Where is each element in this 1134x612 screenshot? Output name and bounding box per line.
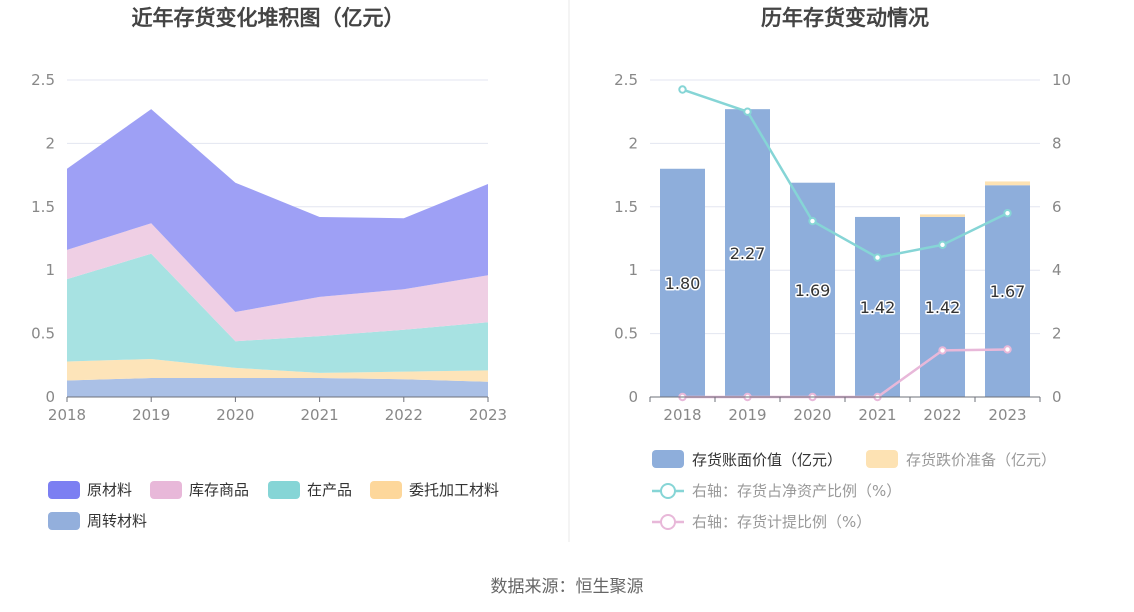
- area-委托加工材料: [67, 358, 488, 382]
- line-point: [743, 107, 752, 116]
- legend-label: 委托加工材料: [409, 481, 499, 499]
- x-tick-label: 2022: [385, 406, 423, 424]
- y-tick-label: 0: [45, 388, 55, 406]
- y2-tick-label: 8: [1052, 134, 1062, 152]
- right-bars: 1.80 2.27 1.69 1.42 1.42 1.67: [660, 109, 1030, 397]
- line-point: [873, 253, 882, 262]
- legend-label: 在产品: [307, 481, 352, 499]
- y2-tick-label: 6: [1052, 198, 1062, 216]
- bar-value-label: 2.27: [730, 244, 766, 263]
- bar-book-value: [660, 168, 705, 397]
- legend-swatch: [268, 481, 300, 499]
- bar-value-label: 1.80: [665, 274, 701, 293]
- left-areas: [67, 109, 488, 397]
- y2-tick-label: 2: [1052, 325, 1062, 343]
- bar-value-label: 1.69: [795, 281, 831, 300]
- x-tick-label: 2023: [988, 406, 1026, 424]
- line-series: [682, 88, 1009, 259]
- y2-tick-label: 10: [1052, 71, 1071, 89]
- stacked-area-chart: 近年存货变化堆积图（亿元） 2018 2019 2020 2021 2022 2023 0 0…: [31, 6, 507, 530]
- y-tick-label: 1.5: [31, 198, 55, 216]
- bar-impairment: [985, 181, 1030, 186]
- bar-value-label: 1.42: [860, 298, 896, 317]
- x-tick-label: 2022: [923, 406, 961, 424]
- x-tick-label: 2018: [48, 406, 86, 424]
- right-chart-title: 历年存货变动情况: [761, 6, 929, 30]
- area-原材料: [67, 109, 488, 313]
- x-tick-label: 2020: [793, 406, 831, 424]
- bar-book-value: [855, 216, 900, 397]
- x-tick-label: 2018: [663, 406, 701, 424]
- x-tick-label: 2019: [728, 406, 766, 424]
- legend-swatch: [48, 512, 80, 530]
- legend-marker: [660, 483, 676, 499]
- x-tick-label: 2019: [132, 406, 170, 424]
- right-legend: 存货账面价值（亿元） 存货跌价准备（亿元） 右轴：存货占净资产比例（%） 右轴：存货计…: [652, 450, 1056, 531]
- legend-label: 库存商品: [189, 481, 249, 499]
- bar-value-label: 1.42: [925, 298, 961, 317]
- right-axes: 2018 2019 2020 2021 2022 2023 0 0.5 1 1.5 2 2.5 0 2 4 6…: [614, 71, 1071, 424]
- line-point: [938, 346, 947, 355]
- left-axes: 2018 2019 2020 2021 2022 2023 0 0.5 1 1.5 2 2.5: [31, 71, 507, 424]
- y-tick-label: 0.5: [31, 325, 55, 343]
- y-tick-label: 0: [628, 388, 638, 406]
- y-tick-label: 0.5: [614, 325, 638, 343]
- right-grid: [650, 79, 1040, 335]
- legend-label: 右轴：存货占净资产比例（%）: [692, 482, 901, 500]
- y-tick-label: 2: [45, 134, 55, 152]
- legend-swatch: [370, 481, 402, 499]
- legend-label: 右轴：存货计提比例（%）: [692, 513, 871, 531]
- y2-tick-label: 0: [1052, 388, 1062, 406]
- y-tick-label: 1: [628, 261, 638, 279]
- y2-tick-label: 4: [1052, 261, 1062, 279]
- x-tick-label: 2021: [858, 406, 896, 424]
- x-tick-label: 2021: [301, 406, 339, 424]
- line-point: [678, 85, 687, 94]
- line-point: [938, 240, 947, 250]
- x-tick-label: 2020: [216, 406, 254, 424]
- legend-label: 存货跌价准备（亿元）: [906, 451, 1056, 469]
- legend-marker: [660, 514, 676, 530]
- source-label: 数据来源：恒生聚源: [491, 577, 644, 597]
- bar-line-chart: 历年存货变动情况 1.802.271.691.42 1.421.67 2018 20…: [614, 6, 1071, 531]
- legend-label: 周转材料: [87, 512, 147, 530]
- area-库存商品: [67, 223, 488, 342]
- legend-label: 存货账面价值（亿元）: [692, 451, 842, 469]
- legend-swatch: [652, 450, 684, 468]
- area-在产品: [67, 253, 488, 373]
- y-tick-label: 2: [628, 134, 638, 152]
- legend-label: 原材料: [87, 481, 132, 499]
- legend-swatch: [48, 481, 80, 499]
- line-point: [808, 216, 817, 226]
- area-周转材料: [67, 377, 488, 397]
- bar-value-label: 1.67: [990, 282, 1026, 301]
- bar-book-value: [725, 109, 770, 397]
- y-tick-label: 2.5: [614, 71, 638, 89]
- line-point: [1003, 208, 1012, 218]
- legend-swatch: [150, 481, 182, 499]
- y-tick-label: 2.5: [31, 71, 55, 89]
- y-tick-label: 1: [45, 261, 55, 279]
- line-point: [1003, 345, 1012, 354]
- left-chart-title: 近年存货变化堆积图（亿元）: [132, 6, 405, 30]
- bar-impairment: [920, 214, 965, 217]
- y-tick-label: 1.5: [614, 198, 638, 216]
- legend-swatch: [866, 450, 898, 468]
- x-tick-label: 2023: [469, 406, 507, 424]
